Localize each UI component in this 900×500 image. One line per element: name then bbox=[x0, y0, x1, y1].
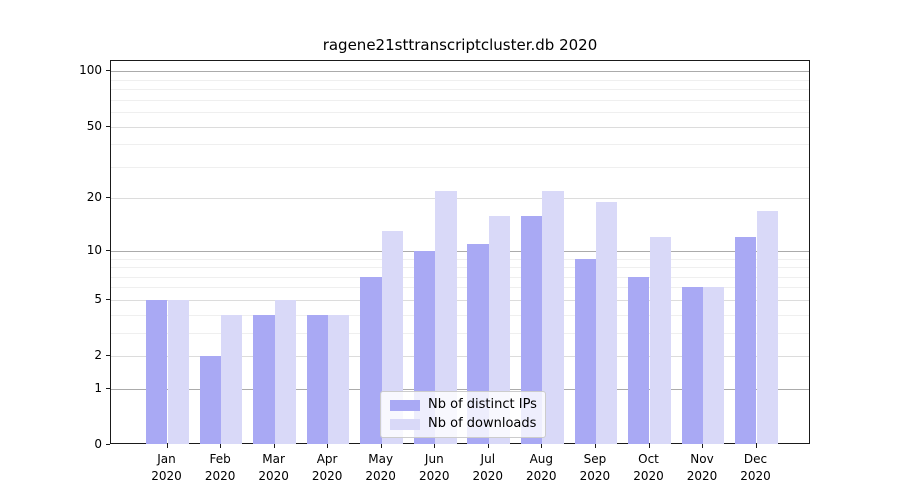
bar-jan-downloads bbox=[167, 299, 189, 444]
gridline bbox=[111, 71, 809, 73]
bar-aug-ips bbox=[520, 215, 543, 444]
y-tick-mark bbox=[106, 298, 110, 300]
bar-nov-ips bbox=[681, 287, 703, 444]
x-tick-mark bbox=[380, 444, 382, 448]
bar-mar-ips bbox=[253, 314, 275, 444]
y-tick-label: 1 bbox=[94, 380, 102, 395]
y-tick-mark bbox=[106, 70, 110, 72]
bar-may-ips bbox=[360, 276, 382, 444]
y-tick-label: 100 bbox=[79, 63, 102, 78]
y-tick-mark bbox=[106, 125, 110, 127]
y-tick-mark bbox=[106, 444, 110, 445]
y-tick-mark bbox=[106, 387, 110, 389]
bar-feb-downloads bbox=[221, 314, 243, 444]
legend-swatch-distinct-ips bbox=[390, 399, 420, 411]
gridline bbox=[111, 112, 809, 113]
x-tick-label: Oct 2020 bbox=[633, 452, 664, 483]
gridline bbox=[111, 314, 809, 316]
gridline bbox=[111, 89, 809, 90]
gridline bbox=[111, 166, 809, 168]
x-tick-label: Nov 2020 bbox=[686, 452, 718, 483]
legend-swatch-downloads bbox=[390, 418, 420, 430]
gridline bbox=[111, 332, 809, 334]
y-tick-label: 50 bbox=[86, 118, 102, 133]
bar-apr-downloads bbox=[328, 314, 350, 444]
x-tick-mark bbox=[755, 444, 757, 448]
x-tick-mark bbox=[594, 444, 596, 448]
bar-aug-downloads bbox=[542, 191, 564, 444]
legend-item-downloads: Nb of downloads bbox=[390, 417, 536, 431]
x-tick-label: Jun 2020 bbox=[419, 452, 450, 483]
x-tick-label: May 2020 bbox=[365, 452, 396, 483]
y-tick-label: 20 bbox=[86, 190, 102, 205]
bar-jun-downloads bbox=[435, 191, 457, 444]
gridline bbox=[111, 79, 809, 81]
bar-mar-downloads bbox=[274, 299, 296, 444]
gridline bbox=[111, 276, 809, 278]
x-tick-label: Dec 2020 bbox=[740, 452, 771, 483]
y-tick-label: 5 bbox=[94, 291, 102, 306]
x-tick-mark bbox=[702, 444, 703, 448]
x-tick-mark bbox=[648, 444, 650, 448]
y-tick-label: 0 bbox=[94, 437, 102, 451]
gridline bbox=[111, 198, 809, 200]
x-tick-mark bbox=[220, 444, 222, 448]
x-tick-label: Mar 2020 bbox=[258, 452, 289, 483]
bar-sep-ips bbox=[574, 258, 596, 444]
x-tick-mark bbox=[541, 444, 543, 448]
bar-jul-downloads bbox=[488, 215, 511, 444]
bar-sep-downloads bbox=[595, 202, 618, 444]
y-tick-mark bbox=[106, 197, 110, 199]
gridline bbox=[111, 267, 809, 268]
legend-item-distinct-ips: Nb of distinct IPs bbox=[390, 397, 537, 412]
gridline bbox=[111, 388, 809, 390]
gridline bbox=[111, 144, 809, 146]
y-tick-label: 2 bbox=[94, 348, 102, 362]
x-tick-label: Apr 2020 bbox=[311, 452, 343, 483]
bar-feb-ips bbox=[199, 356, 222, 444]
gridline bbox=[111, 99, 809, 101]
bar-oct-ips bbox=[628, 276, 650, 444]
legend: Nb of distinct IPs Nb of downloads bbox=[380, 391, 546, 438]
x-tick-label: Jul 2020 bbox=[472, 452, 504, 483]
x-tick-label: Sep 2020 bbox=[579, 452, 611, 483]
x-tick-mark bbox=[273, 444, 275, 448]
bar-may-downloads bbox=[381, 231, 404, 444]
plot-area bbox=[110, 60, 810, 444]
gridline bbox=[111, 250, 809, 252]
x-tick-label: Feb 2020 bbox=[204, 452, 236, 483]
y-tick-mark bbox=[106, 249, 110, 251]
x-tick-mark bbox=[166, 444, 168, 448]
bar-dec-downloads bbox=[756, 210, 778, 444]
bar-oct-downloads bbox=[649, 237, 671, 444]
gridline bbox=[111, 126, 809, 128]
gridline bbox=[111, 356, 809, 357]
legend-label-distinct-ips: Nb of distinct IPs bbox=[428, 397, 537, 412]
x-tick-mark bbox=[487, 444, 489, 448]
bar-apr-ips bbox=[306, 314, 329, 444]
bar-dec-ips bbox=[735, 237, 757, 444]
y-tick-label: 10 bbox=[86, 242, 102, 257]
gridline bbox=[111, 287, 809, 289]
gridline bbox=[111, 299, 809, 301]
legend-label-downloads: Nb of downloads bbox=[428, 416, 537, 431]
y-tick-mark bbox=[106, 355, 110, 356]
x-tick-mark bbox=[327, 444, 329, 448]
chart-title: ragene21sttranscriptcluster.db 2020 bbox=[322, 36, 598, 54]
bar-nov-downloads bbox=[703, 287, 725, 444]
x-tick-label: Aug 2020 bbox=[526, 452, 557, 483]
bar-jan-ips bbox=[146, 299, 168, 444]
x-tick-mark bbox=[434, 444, 436, 448]
gridline bbox=[111, 258, 809, 260]
x-tick-label: Jan 2020 bbox=[151, 452, 182, 483]
